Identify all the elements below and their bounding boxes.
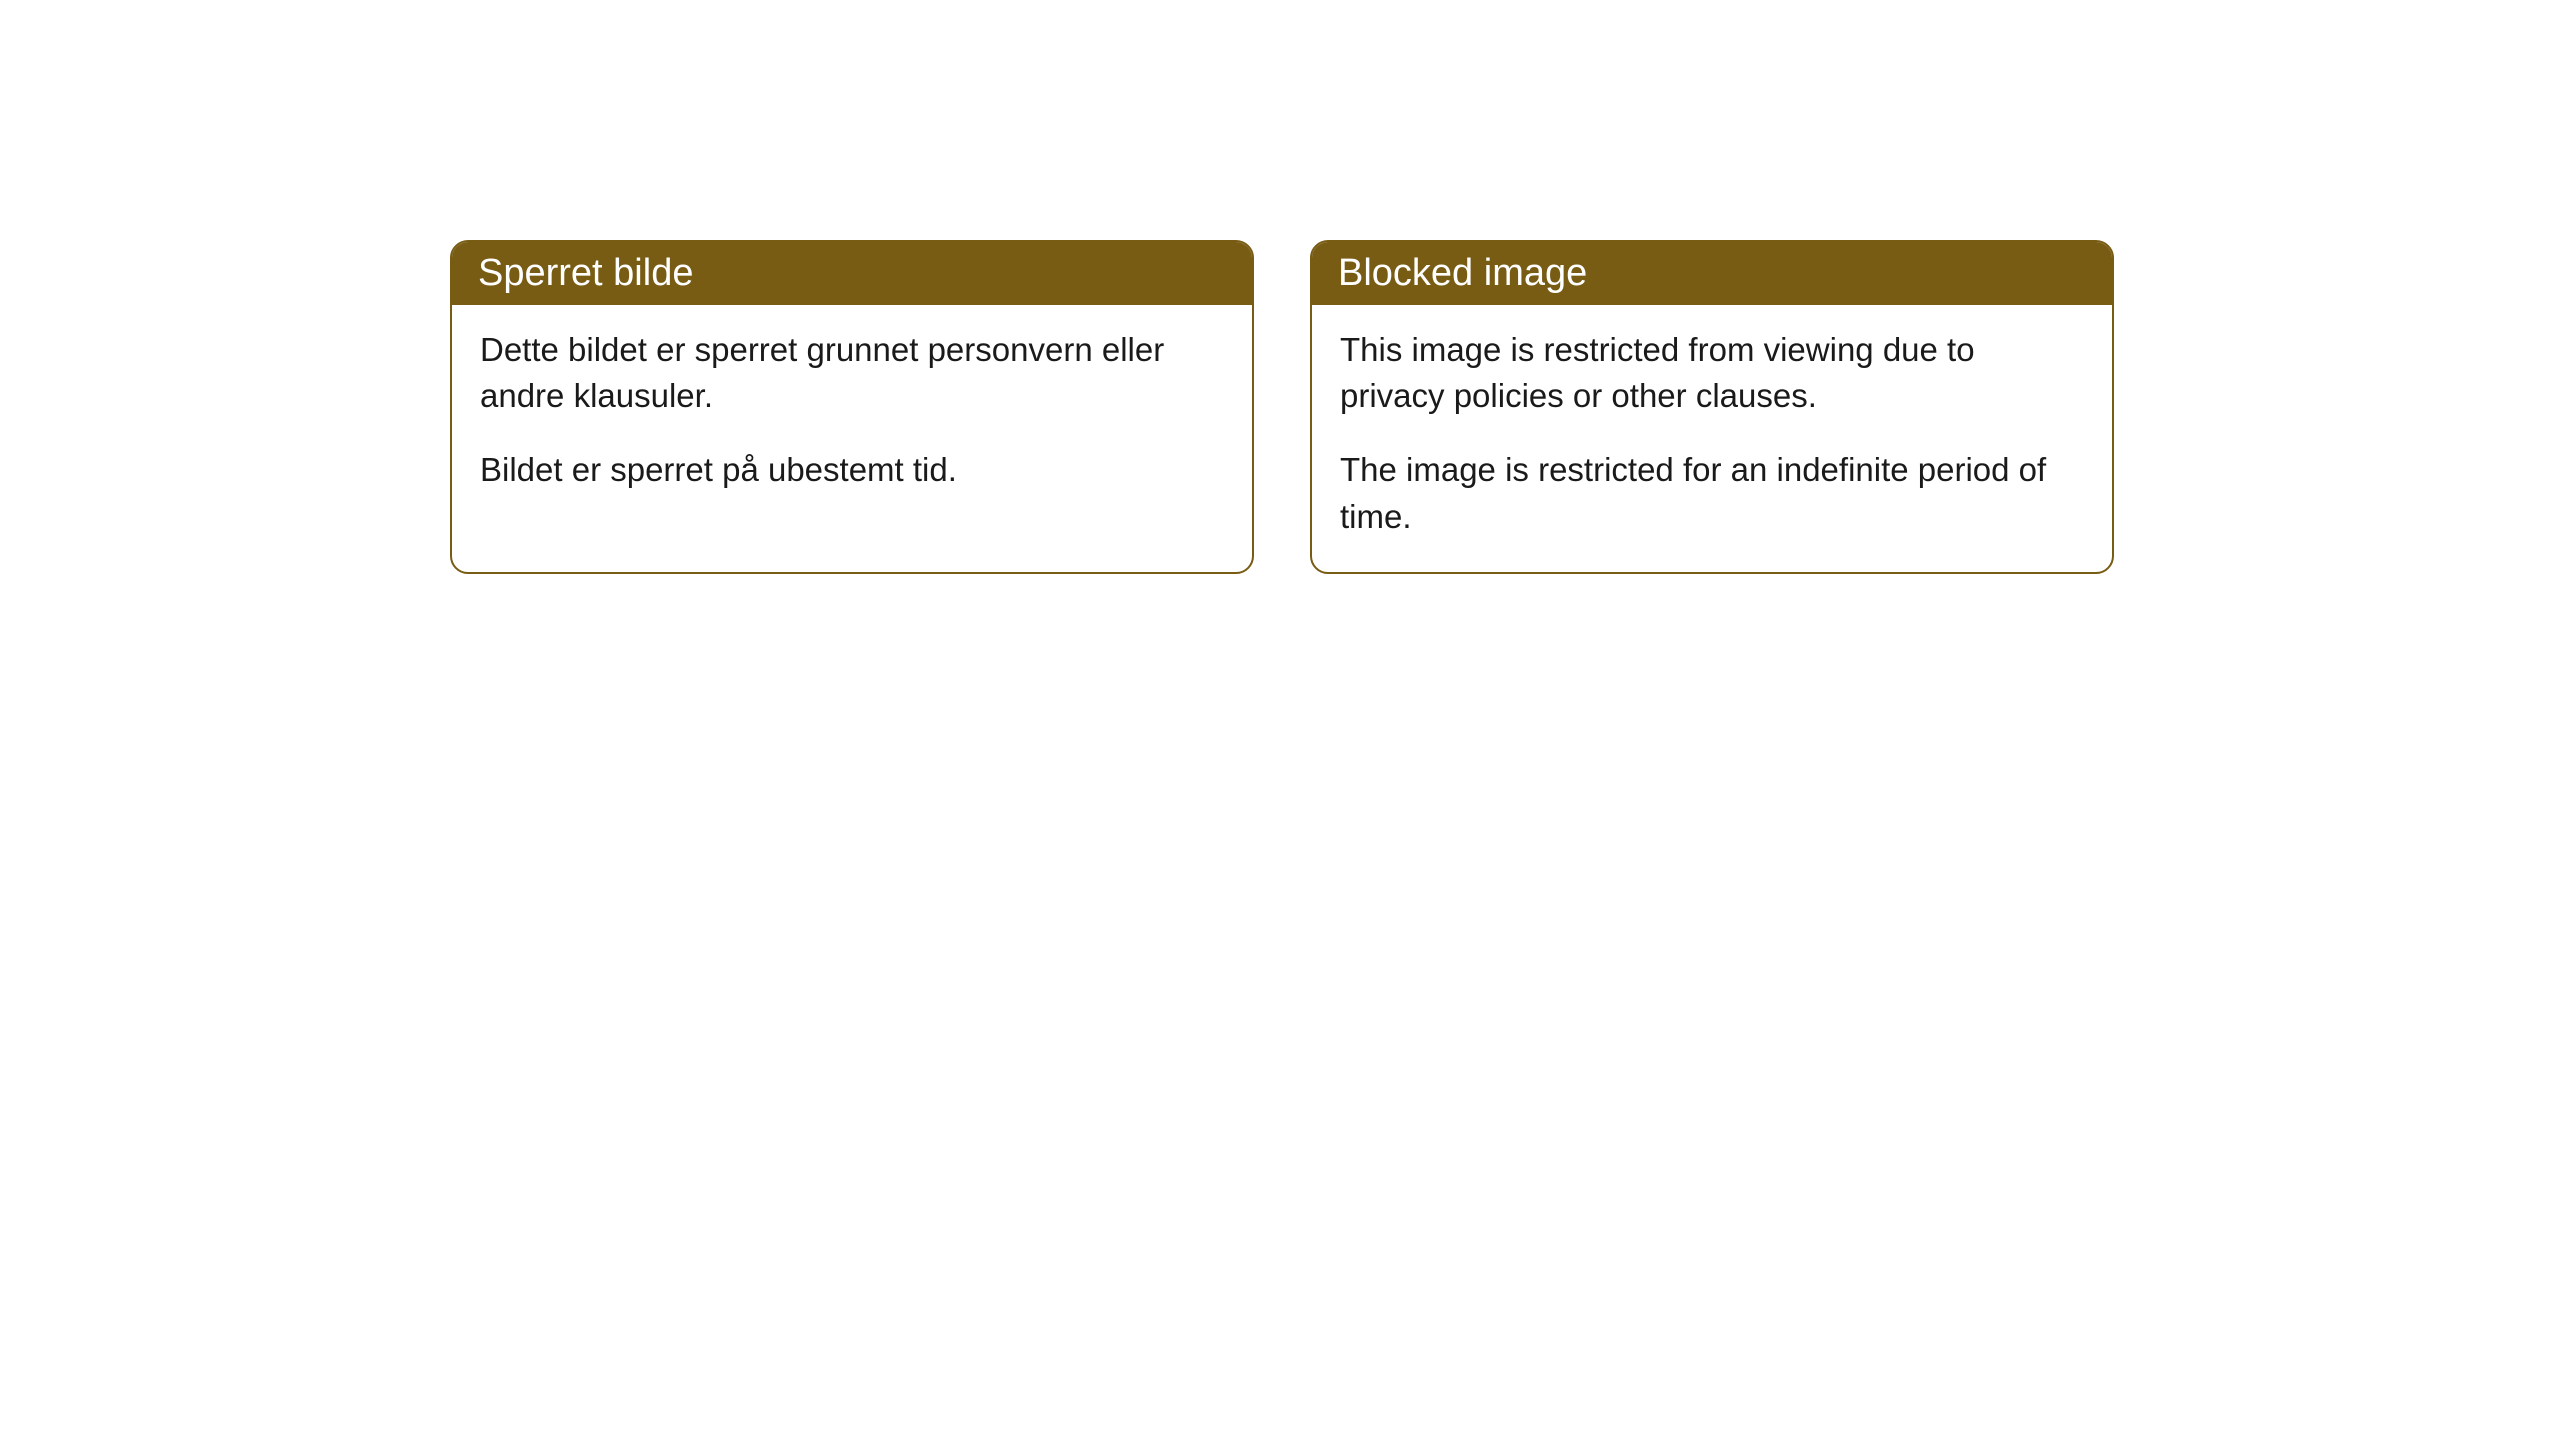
card-header-english: Blocked image (1312, 242, 2112, 305)
notice-cards-container: Sperret bilde Dette bildet er sperret gr… (450, 240, 2560, 574)
card-body-norwegian: Dette bildet er sperret grunnet personve… (452, 305, 1252, 526)
notice-text-line1: Dette bildet er sperret grunnet personve… (480, 327, 1224, 419)
notice-text-line1: This image is restricted from viewing du… (1340, 327, 2084, 419)
card-header-norwegian: Sperret bilde (452, 242, 1252, 305)
card-title: Sperret bilde (478, 252, 693, 294)
card-body-english: This image is restricted from viewing du… (1312, 305, 2112, 572)
blocked-image-card-norwegian: Sperret bilde Dette bildet er sperret gr… (450, 240, 1254, 574)
notice-text-line2: Bildet er sperret på ubestemt tid. (480, 447, 1224, 493)
notice-text-line2: The image is restricted for an indefinit… (1340, 447, 2084, 539)
blocked-image-card-english: Blocked image This image is restricted f… (1310, 240, 2114, 574)
card-title: Blocked image (1338, 252, 1587, 294)
